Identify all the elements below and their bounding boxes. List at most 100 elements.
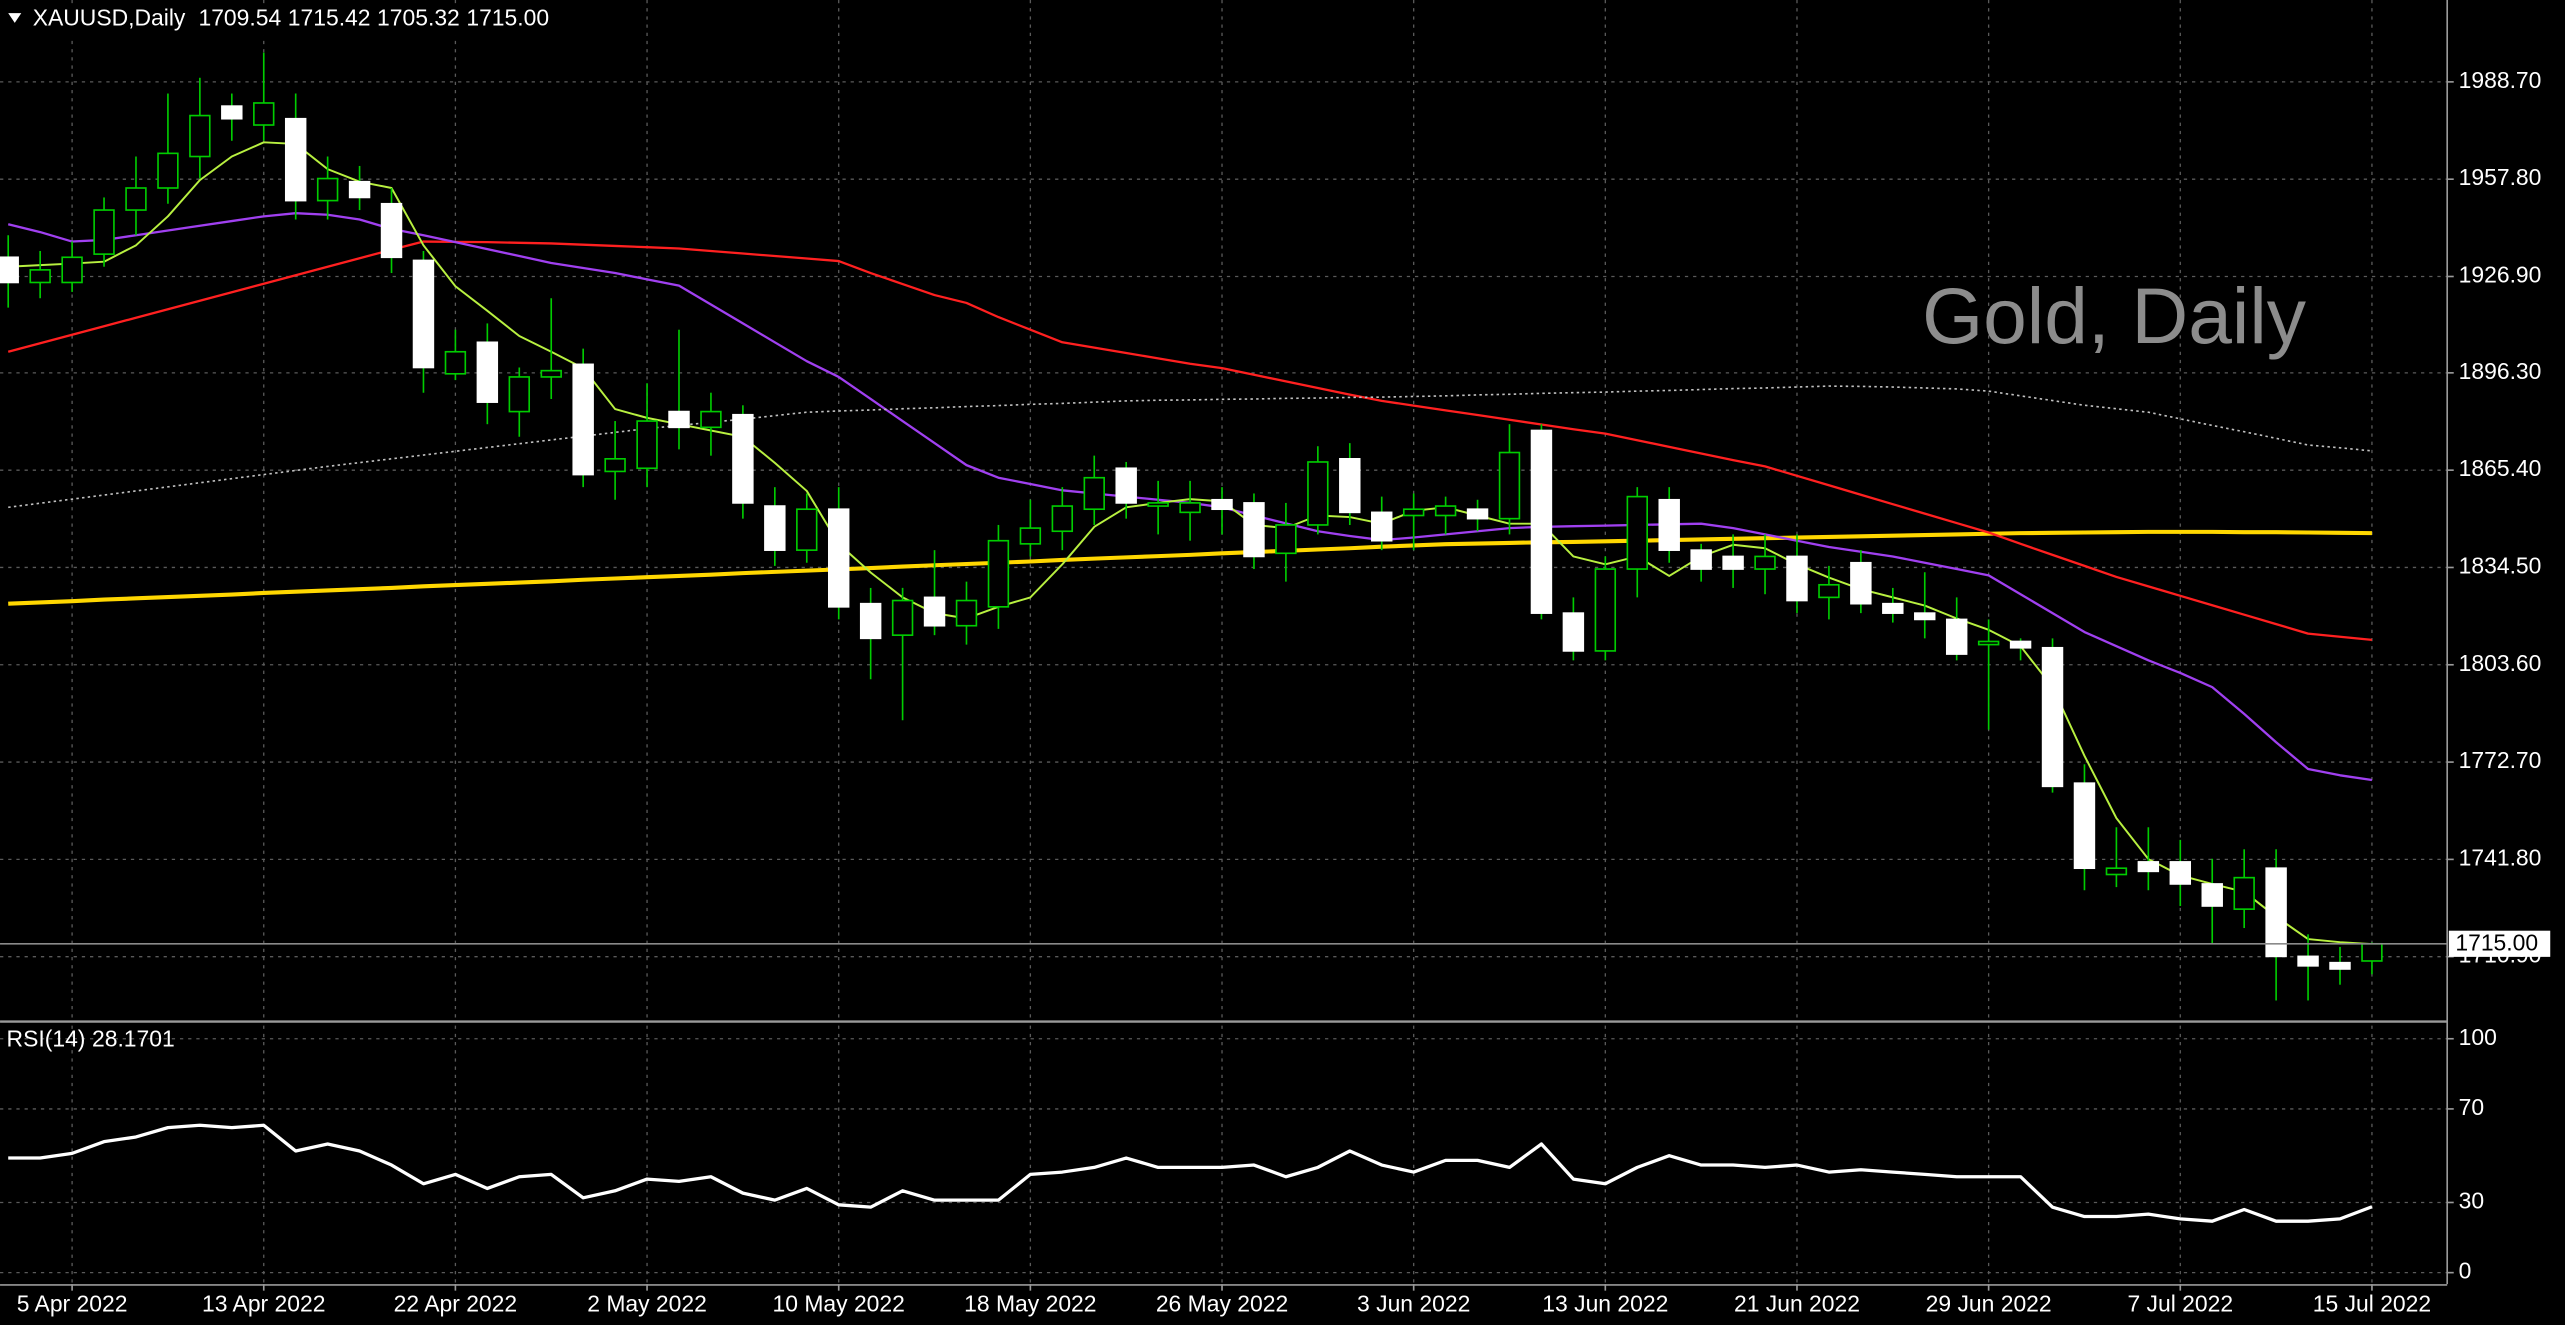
candle-body	[1850, 561, 1872, 605]
y-tick-label: 1803.60	[2459, 650, 2542, 676]
candle-body	[700, 410, 722, 429]
candle-body	[253, 102, 275, 126]
y-tick-label: 100	[2459, 1024, 2497, 1050]
candle-body	[1882, 602, 1904, 614]
candle-body	[796, 508, 818, 551]
high-value: 1715.42	[288, 5, 371, 31]
chart-header: XAUUSD,Daily 1709.54 1715.42 1705.32 1715.00	[33, 5, 549, 31]
candle-body	[2041, 646, 2064, 788]
candle-body	[1211, 498, 1233, 511]
moving-average-line	[8, 529, 2372, 606]
rsi-header: RSI(14) 28.1701	[7, 1025, 175, 1051]
candle-body	[859, 602, 882, 640]
candle-body	[1658, 498, 1680, 551]
rsi-last-value: 28.1701	[92, 1025, 175, 1051]
x-tick-label: 26 May 2022	[1156, 1290, 1288, 1316]
price-tag	[2448, 930, 2551, 957]
y-tick-label: 1896.30	[2459, 358, 2542, 384]
candle-body	[1083, 476, 1105, 511]
candle-body	[1977, 640, 2000, 646]
dropdown-icon[interactable]	[8, 13, 22, 23]
rsi-line	[8, 1123, 2373, 1223]
candle-body	[1562, 612, 1585, 652]
candle-body	[2233, 876, 2255, 910]
header-bg	[0, 3, 565, 36]
watermark: Gold, Daily	[1922, 272, 2307, 360]
candle-body	[636, 420, 658, 470]
candle-body	[1371, 511, 1393, 542]
candle-body	[2105, 867, 2128, 876]
candle-body	[1754, 555, 1776, 570]
candle-body	[572, 363, 594, 476]
candle-body	[1945, 618, 1968, 655]
candle-body	[1914, 612, 1936, 621]
x-tick-label: 21 Jun 2022	[1734, 1290, 1860, 1316]
candle-body	[1051, 505, 1074, 533]
candle-body	[157, 152, 179, 189]
candle-body	[1339, 458, 1361, 514]
open-value: 1709.54	[198, 5, 281, 31]
candle-body	[348, 180, 371, 199]
plot-area	[0, 52, 2448, 1223]
candle-body	[764, 505, 786, 551]
y-tick-label: 1926.90	[2459, 262, 2542, 288]
candle-body	[2297, 955, 2319, 967]
candle-body	[380, 202, 403, 259]
x-tick-label: 18 May 2022	[964, 1290, 1096, 1316]
candle-body	[1818, 583, 1840, 599]
candle-body	[1275, 524, 1297, 555]
y-tick-label: 1834.50	[2459, 553, 2542, 579]
y-tick-label: 1988.70	[2459, 67, 2542, 93]
symbol: XAUUSD,Daily	[33, 5, 186, 31]
candle-body	[1019, 527, 1042, 545]
candle-body	[1786, 555, 1808, 602]
candle-body	[221, 105, 243, 120]
candle-body	[1530, 429, 1553, 614]
candle-body	[0, 256, 19, 284]
candle-body	[1594, 568, 1617, 652]
candle-body	[1243, 502, 1265, 558]
candle-body	[2201, 883, 2223, 907]
candle-body	[61, 256, 83, 284]
candle-body	[508, 376, 531, 413]
x-tick-label: 15 Jul 2022	[2313, 1290, 2431, 1316]
candle-body	[1115, 467, 1137, 504]
candle-body	[1434, 505, 1457, 517]
x-tick-label: 7 Jul 2022	[2127, 1290, 2233, 1316]
axes: 1988.70 1957.80 1926.90 1896.30 1865.40 1834.…	[17, 67, 2551, 1316]
x-tick-label: 10 May 2022	[773, 1290, 905, 1316]
candle-body	[2361, 942, 2383, 962]
candle-body	[1626, 495, 1648, 570]
candle-body	[2265, 867, 2287, 958]
candle-body	[604, 458, 626, 473]
candle-body	[316, 177, 339, 202]
candle-body	[1690, 549, 1712, 570]
candle-body	[2137, 861, 2160, 873]
candle-body	[2329, 961, 2351, 970]
candle-body	[125, 187, 147, 211]
candle-body	[1402, 508, 1425, 517]
y-tick-label: 70	[2459, 1094, 2484, 1120]
candle-body	[93, 209, 115, 255]
y-tick-label: 0	[2459, 1258, 2472, 1284]
candle-body	[923, 596, 946, 627]
candle-body	[189, 114, 211, 158]
candle-body	[1147, 502, 1169, 507]
candle-body	[955, 599, 978, 627]
candle-body	[1466, 508, 1489, 520]
x-tick-label: 5 Apr 2022	[17, 1290, 128, 1316]
candle-body	[987, 539, 1010, 608]
candle-body	[891, 599, 914, 636]
y-tick-label: 1865.40	[2459, 455, 2542, 481]
candle-body	[284, 117, 307, 202]
candle-body	[1722, 555, 1744, 570]
moving-average-line	[8, 385, 2373, 509]
candle-body	[540, 369, 562, 378]
candle-body	[29, 269, 51, 284]
candle-body	[827, 508, 850, 608]
low-value: 1705.32	[377, 5, 460, 31]
candle-body	[2169, 861, 2192, 885]
